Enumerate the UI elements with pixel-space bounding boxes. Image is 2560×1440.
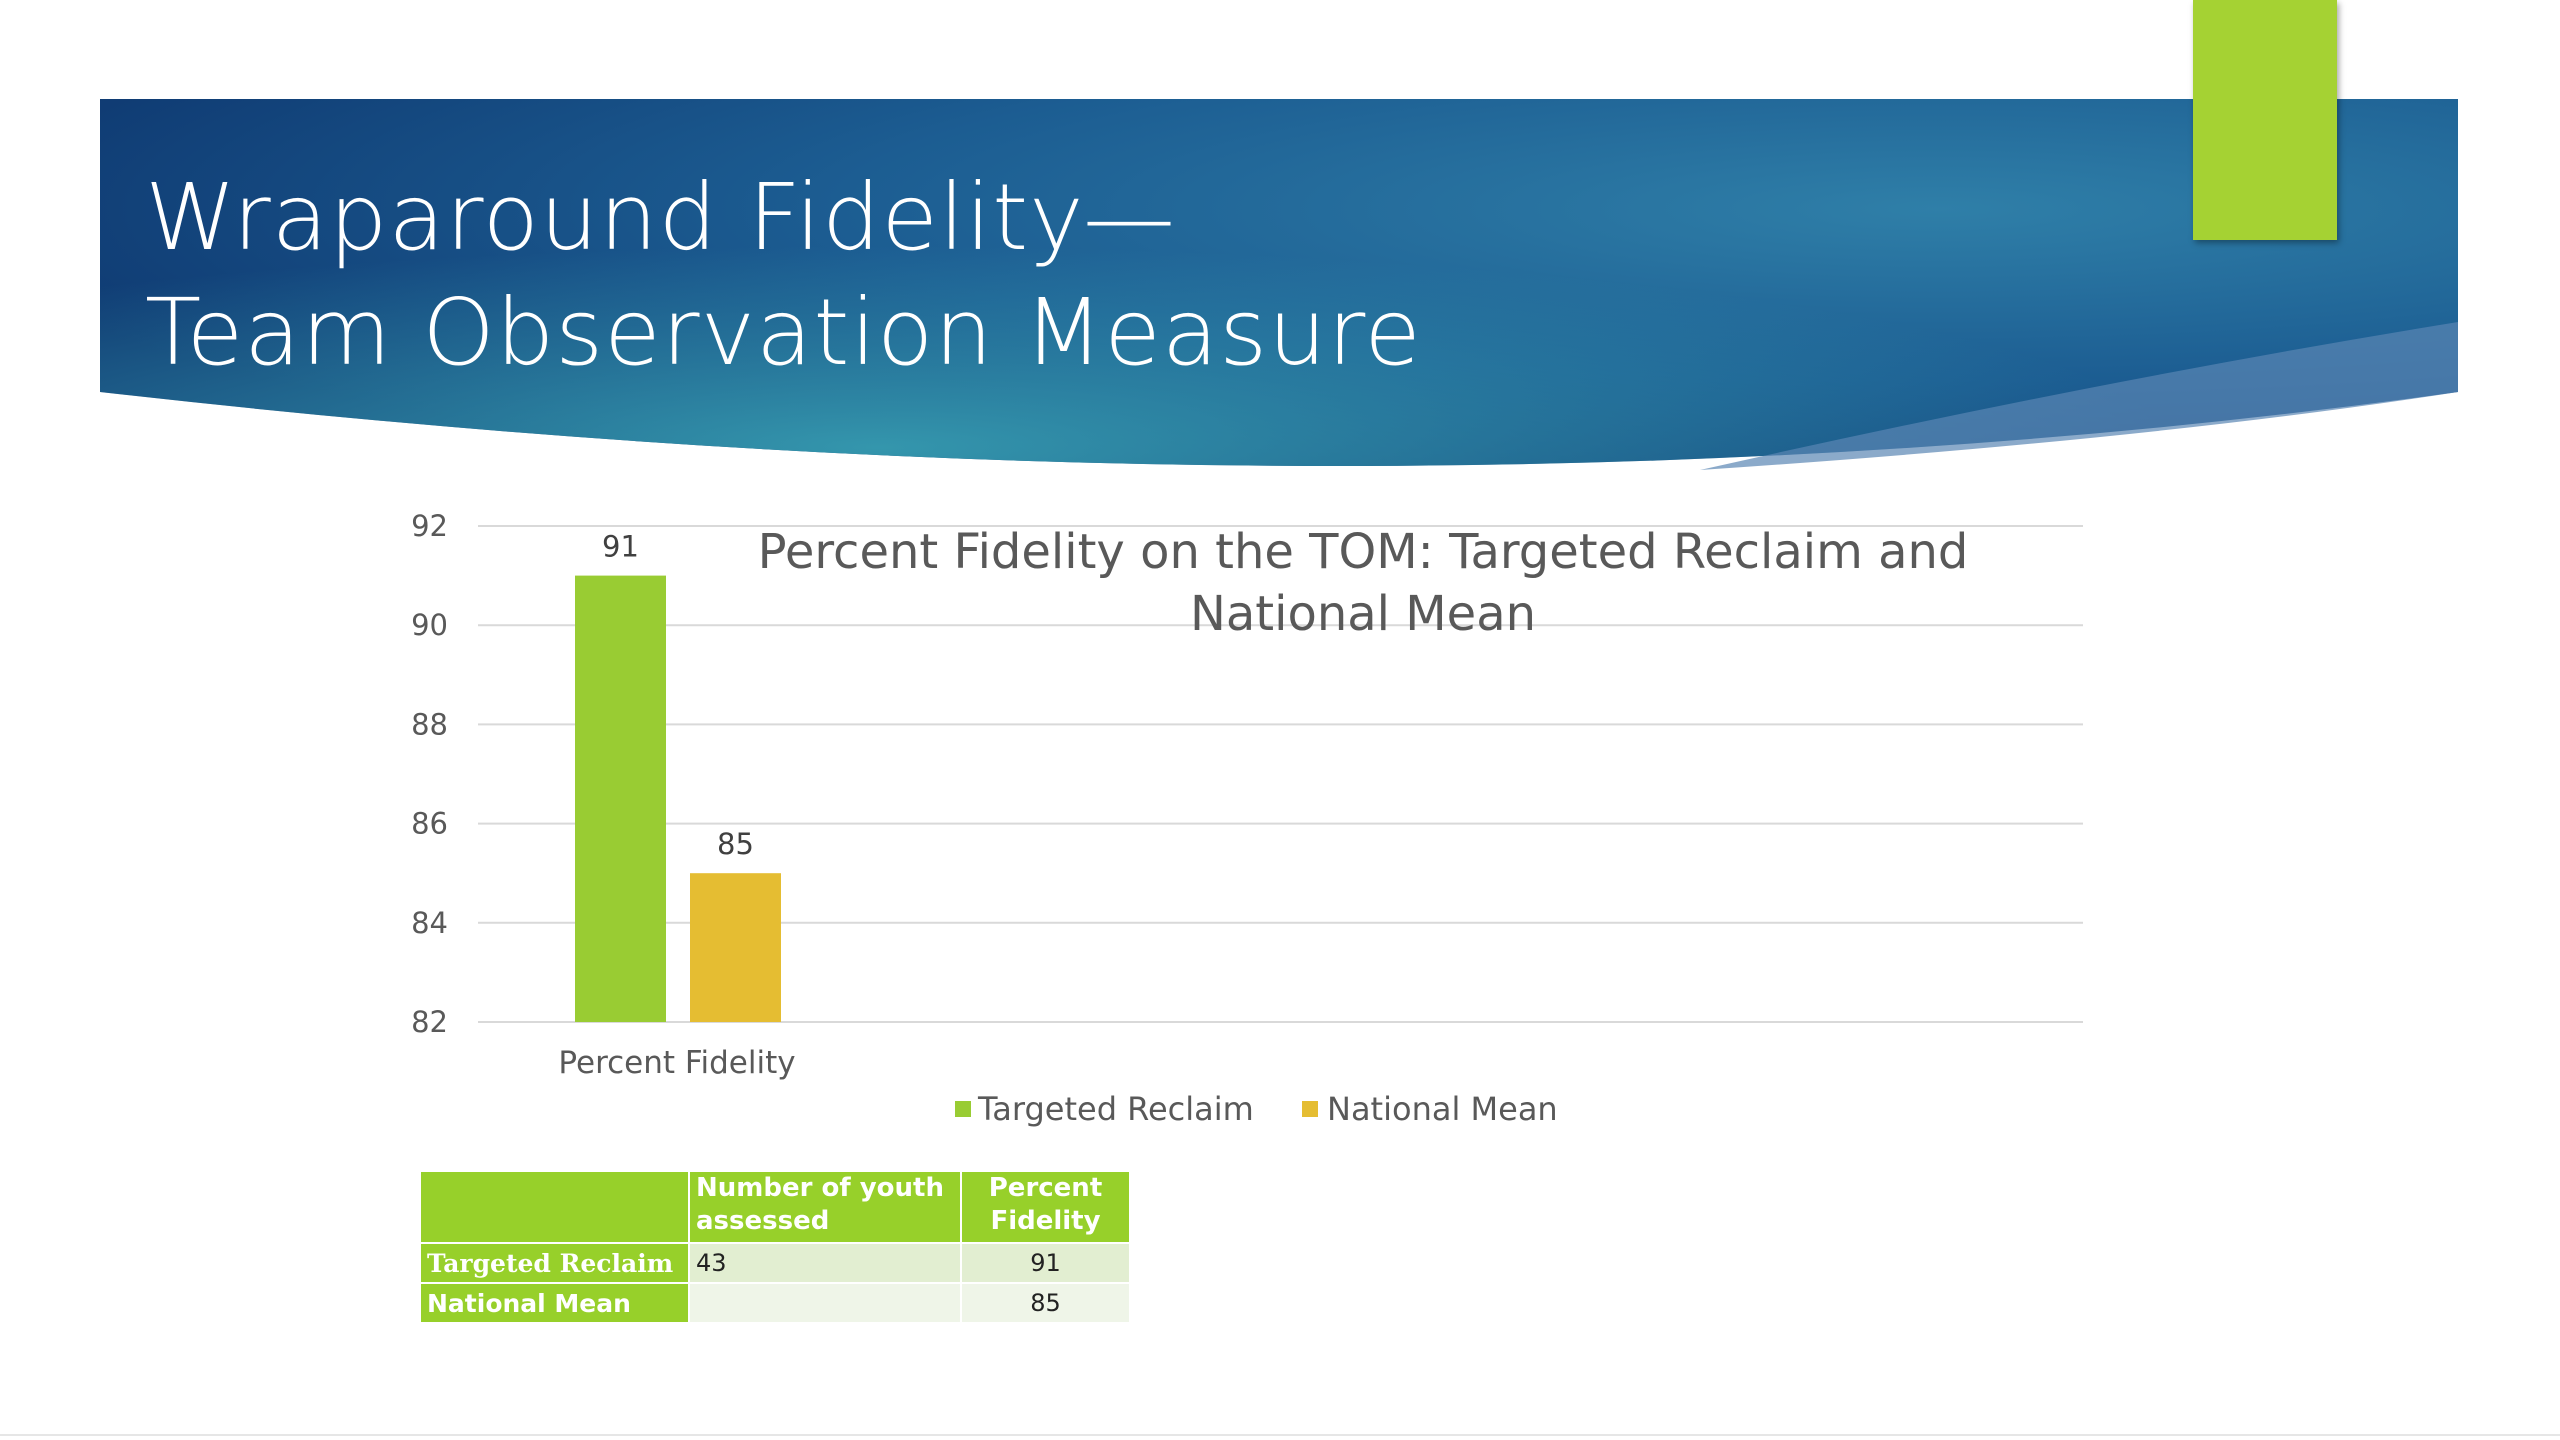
table-header-cell: Percent Fidelity: [960, 1170, 1131, 1244]
y-tick-label: 84: [411, 906, 448, 940]
y-tick-label: 90: [411, 608, 448, 642]
legend-swatch-national-mean: [1302, 1101, 1318, 1117]
table-row-label: National Mean: [419, 1282, 690, 1324]
y-tick-label: 86: [411, 807, 448, 841]
legend-label-targeted-reclaim: Targeted Reclaim: [977, 1090, 1254, 1128]
x-category-label: Percent Fidelity: [558, 1045, 795, 1081]
bar-national-mean: [690, 873, 781, 1022]
table-cell: 91: [960, 1242, 1131, 1284]
bar-targeted-reclaim: [575, 575, 666, 1022]
bars: [575, 575, 781, 1022]
accent-tab: [2193, 0, 2337, 240]
table-cell: 85: [960, 1282, 1131, 1324]
title-banner: [100, 99, 2458, 470]
slide-bottom-edge: [0, 1434, 2560, 1436]
y-tick-label: 88: [411, 707, 448, 741]
y-tick-label: 82: [411, 1005, 448, 1039]
table-row-label: Targeted Reclaim: [419, 1242, 690, 1284]
y-tick-label: 92: [411, 509, 448, 543]
table-header-cell: [419, 1170, 690, 1244]
chart-title-line-2: National Mean: [1190, 586, 1536, 642]
title-line-2: Team Observation Measure: [145, 279, 1422, 386]
table-cell: [688, 1282, 962, 1324]
fidelity-table: Number of youth assessed Percent Fidelit…: [419, 1170, 1131, 1324]
y-axis-ticks: 82 84 86 88 90 92: [411, 509, 448, 1039]
data-label: 91: [602, 530, 639, 564]
table-header-cell: Number of youth assessed: [688, 1170, 962, 1244]
data-labels: 91 85: [602, 530, 754, 862]
legend-swatch-targeted-reclaim: [955, 1101, 971, 1117]
table-header-row: Number of youth assessed Percent Fidelit…: [419, 1170, 1131, 1244]
chart-title-line-1: Percent Fidelity on the TOM: Targeted Re…: [758, 524, 1969, 580]
table-row: National Mean 85: [419, 1282, 1131, 1324]
data-label: 85: [717, 827, 754, 861]
legend-label-national-mean: National Mean: [1327, 1090, 1558, 1128]
slide-title: Wraparound Fidelity— Team Observation Me…: [145, 160, 1422, 390]
table-row: Targeted Reclaim 43 91: [419, 1242, 1131, 1284]
title-line-1: Wraparound Fidelity—: [145, 164, 1176, 271]
table-cell: 43: [688, 1242, 962, 1284]
